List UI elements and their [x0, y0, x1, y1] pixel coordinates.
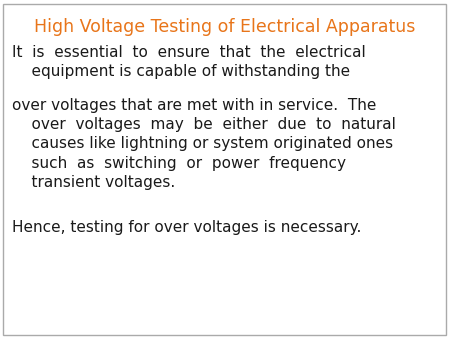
FancyBboxPatch shape: [3, 4, 446, 335]
Text: over voltages that are met with in service.  The
    over  voltages  may  be  ei: over voltages that are met with in servi…: [12, 98, 396, 190]
Text: It  is  essential  to  ensure  that  the  electrical
    equipment is capable of: It is essential to ensure that the elect…: [12, 45, 366, 79]
Text: High Voltage Testing of Electrical Apparatus: High Voltage Testing of Electrical Appar…: [34, 18, 416, 36]
Text: Hence, testing for over voltages is necessary.: Hence, testing for over voltages is nece…: [12, 220, 361, 235]
